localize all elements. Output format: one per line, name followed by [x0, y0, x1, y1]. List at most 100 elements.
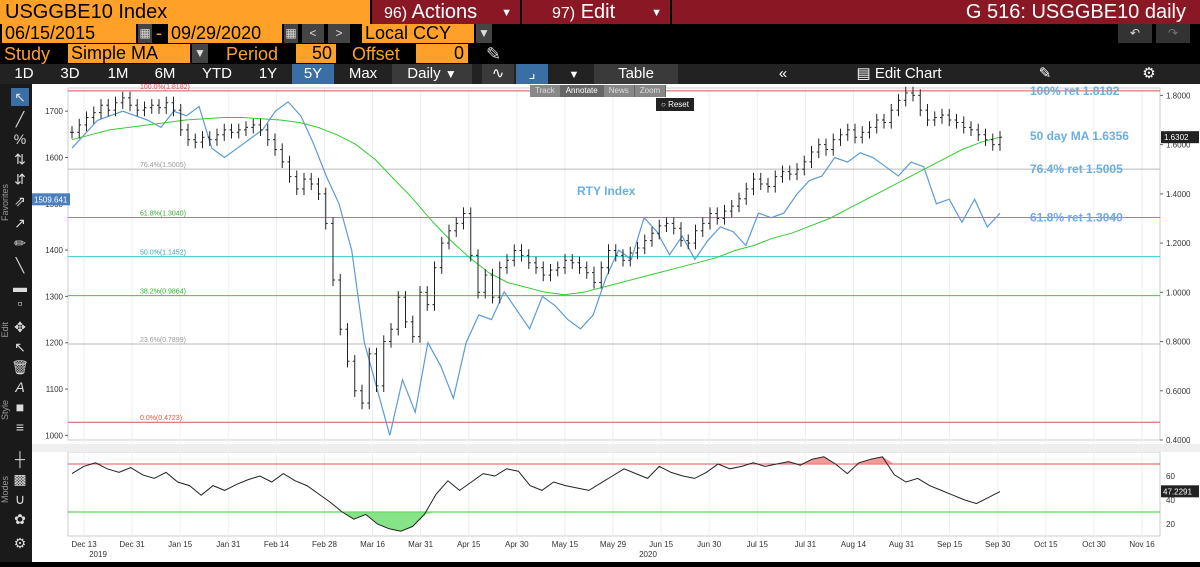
percent-tool-icon[interactable]: %: [13, 131, 27, 147]
x-tick-label: Mar 31: [408, 540, 433, 549]
reset-button[interactable]: ○ Reset: [656, 98, 694, 111]
prev-arrow-icon[interactable]: <: [302, 24, 324, 43]
cursor-icon[interactable]: ↖: [11, 88, 29, 106]
favorites-label: Favorites: [0, 184, 10, 222]
x-tick-label: May 15: [552, 540, 579, 549]
left-axis-label: 1600: [45, 153, 63, 162]
annotate-icon[interactable]: ✎: [1030, 64, 1060, 84]
color-dots-icon[interactable]: ✿: [14, 511, 26, 527]
right-axis-label: 0.6000: [1166, 387, 1191, 396]
rsi-axis-label: 60: [1166, 472, 1175, 481]
tab-3d[interactable]: 3D: [60, 65, 80, 82]
x-tick-label: Nov 16: [1129, 540, 1155, 549]
pen-tool-icon[interactable]: ✏: [14, 235, 26, 251]
calendar-icon[interactable]: ▦: [284, 24, 298, 43]
palette-icon[interactable]: ▩: [13, 471, 27, 487]
track-button[interactable]: Track: [530, 85, 561, 97]
x-tick-label: Jul 15: [747, 540, 769, 549]
fib-tool-icon[interactable]: ⇅: [14, 151, 26, 167]
period-input[interactable]: 50: [296, 44, 336, 63]
move-icon[interactable]: ✥: [14, 319, 26, 335]
gear-icon[interactable]: ⚙: [13, 535, 27, 551]
rsi-overbought-fill: [72, 456, 1000, 464]
actions-menu[interactable]: 96) Actions ▼: [370, 0, 520, 24]
pencil-icon[interactable]: ✎: [486, 44, 502, 64]
study-row: Study Simple MA ▼ Period 50 Offset 0 ✎: [0, 44, 1200, 65]
band-tool-icon[interactable]: ▬: [13, 279, 27, 295]
caret-down-icon[interactable]: ▼: [476, 24, 492, 43]
gear-icon[interactable]: ⚙: [1134, 64, 1164, 84]
left-axis-label: 1100: [46, 385, 64, 394]
x-tick-label: Mar 16: [360, 540, 385, 549]
trend-tool-icon[interactable]: ⇗: [14, 193, 26, 209]
header-bar: USGGBE10 Index 96) Actions ▼ 97) Edit ▼ …: [0, 0, 1200, 24]
magnet-icon[interactable]: ∪: [14, 491, 26, 507]
tab-max[interactable]: Max: [348, 65, 378, 82]
price-chart[interactable]: Dec 13 Dec 31 Jan 15 Jan 31 Feb 14 Feb 28 Mar …: [32, 84, 1200, 562]
left-last-marker: [32, 193, 70, 206]
offset-input[interactable]: 0: [416, 44, 468, 63]
bar-chart-icon[interactable]: ⌟: [516, 64, 548, 84]
annotation-label: 50 day MA 1.6356: [1030, 129, 1129, 143]
square-tool-icon[interactable]: ■: [15, 399, 25, 415]
caret-down-icon: ▼: [501, 7, 512, 19]
collapse-icon[interactable]: «: [770, 64, 796, 84]
next-arrow-icon[interactable]: >: [328, 24, 350, 43]
x-tick-label: Oct 30: [1082, 540, 1106, 549]
text-tool-icon[interactable]: A: [15, 379, 25, 395]
channel-tool-icon[interactable]: ⇵: [14, 171, 26, 187]
edit-label: Edit: [580, 1, 616, 23]
x-tick-label: Dec 31: [119, 540, 145, 549]
right-last-marker: [1161, 131, 1199, 144]
crosshair-icon[interactable]: ┼: [15, 451, 25, 467]
caret-down-icon[interactable]: ▼: [560, 64, 588, 84]
chart-icon: ▤: [856, 65, 871, 82]
line-chart-icon[interactable]: ∿: [482, 64, 514, 84]
edit-chart-button[interactable]: ▤ Edit Chart: [840, 64, 958, 84]
news-button[interactable]: News: [604, 85, 635, 97]
right-axis-label: 0.4000: [1166, 436, 1191, 445]
tab-5y[interactable]: 5Y: [292, 64, 334, 84]
tab-ytd[interactable]: YTD: [202, 65, 232, 82]
parallel-tool-icon[interactable]: ▫: [17, 295, 23, 311]
tab-1y[interactable]: 1Y: [258, 65, 278, 82]
right-axis-label: 0.8000: [1166, 338, 1191, 347]
caret-down-icon: ▼: [651, 7, 662, 19]
start-date-input[interactable]: 06/15/2015: [2, 24, 136, 43]
rty-series-line: [71, 101, 1001, 436]
panel-divider: [32, 444, 1200, 452]
rsi-plot-area: [67, 451, 1161, 537]
currency-select[interactable]: Local CCY: [362, 24, 474, 43]
edit-side-label: Edit: [0, 322, 10, 338]
select-icon[interactable]: ↖: [14, 339, 26, 355]
fib-level-label: 0.0%(0.4723): [140, 415, 182, 422]
edit-menu[interactable]: 97) Edit ▼: [520, 0, 670, 24]
left-axis-label: 1700: [45, 107, 63, 116]
tab-1m[interactable]: 1M: [107, 65, 129, 82]
undo-icon[interactable]: ↶: [1118, 24, 1152, 43]
fib-level-label: 61.8%(1.3040): [140, 210, 186, 217]
x-year-label: 2019: [89, 550, 107, 559]
annotate-button[interactable]: Annotate: [560, 85, 604, 97]
left-axis-label: 1400: [45, 246, 63, 255]
zoom-button[interactable]: Zoom: [635, 85, 667, 97]
caret-down-icon[interactable]: ▼: [192, 44, 208, 63]
calendar-icon[interactable]: ▦: [138, 24, 152, 43]
tab-6m[interactable]: 6M: [154, 65, 176, 82]
table-button[interactable]: Table: [594, 64, 678, 84]
end-date-input[interactable]: 09/29/2020: [168, 24, 282, 43]
study-label: Study: [4, 44, 51, 64]
tab-1d[interactable]: 1D: [14, 65, 34, 82]
line-width-icon[interactable]: ≡: [15, 419, 25, 435]
line-tool-icon[interactable]: ╱: [15, 111, 25, 127]
frequency-select[interactable]: Daily ▼: [392, 64, 472, 84]
study-type-select[interactable]: Simple MA: [68, 44, 190, 63]
annotation-label: 61.8% ret 1.3040: [1030, 210, 1123, 224]
ray-tool-icon[interactable]: ╲: [15, 257, 25, 273]
x-tick-label: Apr 15: [457, 540, 481, 549]
redo-icon[interactable]: ↷: [1156, 24, 1190, 43]
arrow-tool-icon[interactable]: ↗: [14, 215, 26, 231]
chart-panel[interactable]: Dec 13 Dec 31 Jan 15 Jan 31 Feb 14 Feb 28 Mar …: [32, 84, 1200, 562]
ticker-title[interactable]: USGGBE10 Index: [0, 0, 370, 24]
trash-icon[interactable]: 🗑: [11, 359, 29, 375]
